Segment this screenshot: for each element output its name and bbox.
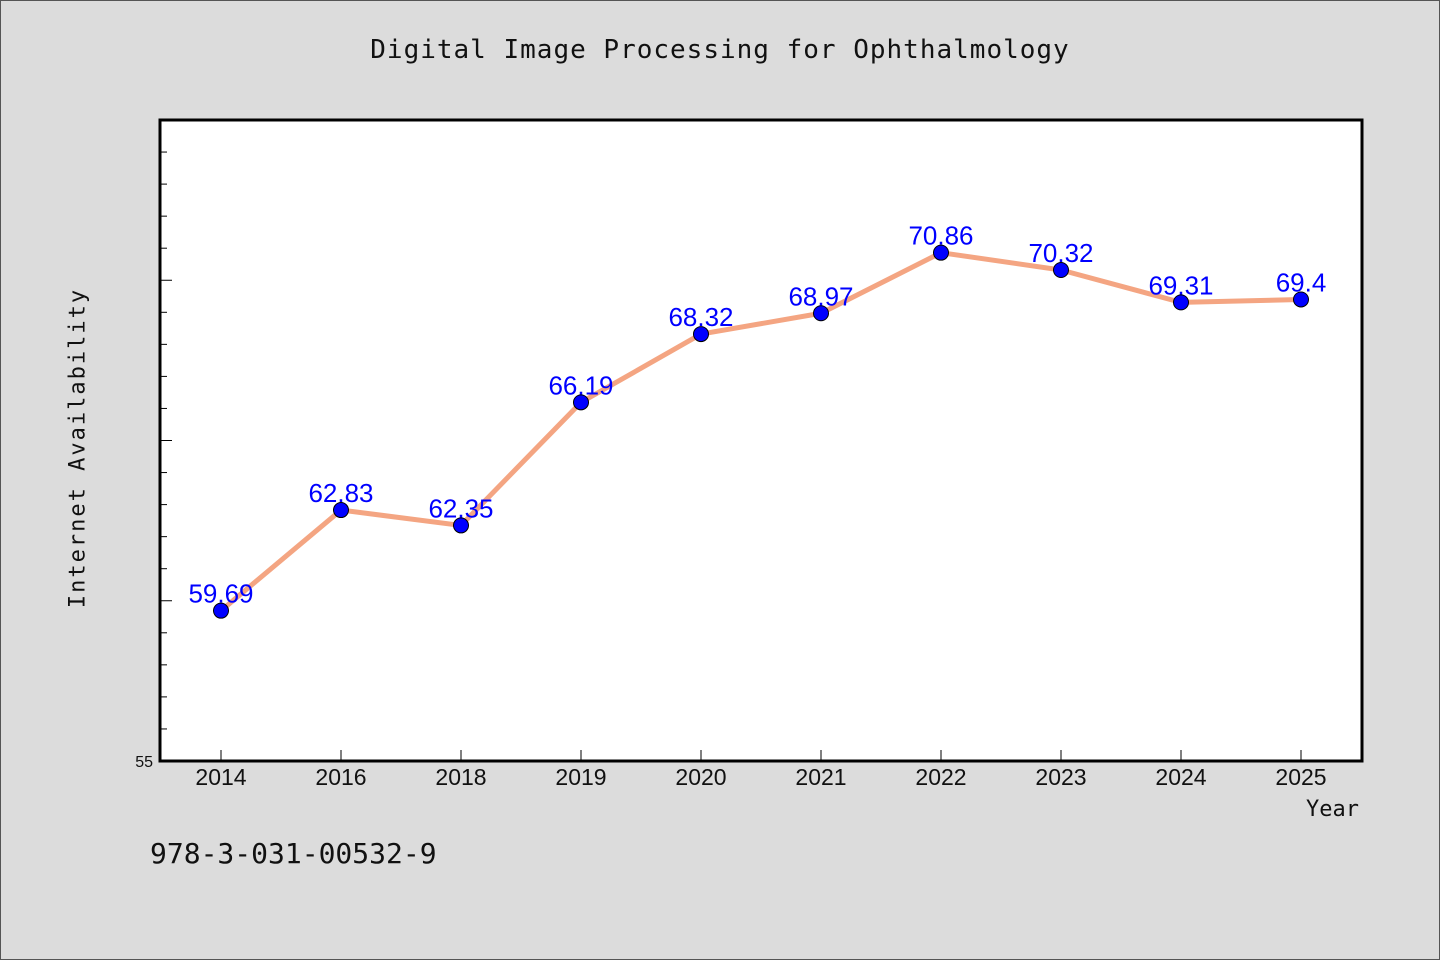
x-axis-ticks: 2014 2016 2018 2019 2020 2021 2022 2023 2024 2025: [195, 750, 1327, 790]
x-tick-label: 2024: [1155, 764, 1206, 790]
data-label: 62.35: [428, 493, 493, 523]
x-tick-label: 2025: [1275, 764, 1326, 790]
data-label: 70.32: [1028, 238, 1093, 268]
x-tick-label: 2019: [555, 764, 606, 790]
data-label: 62.83: [308, 478, 373, 508]
data-point: [693, 326, 709, 343]
data-label: 69.4: [1276, 267, 1327, 297]
data-point: [1293, 291, 1309, 308]
data-label: 69.31: [1148, 270, 1213, 300]
data-point: [1173, 294, 1189, 311]
data-label-layer: 59.69 62.83 62.35 66.19 68.32 68.97 70.86 70.32…: [188, 221, 1326, 609]
x-axis-label: Year: [1306, 797, 1359, 822]
x-tick-label: 2018: [435, 764, 486, 790]
data-point: [573, 394, 589, 411]
data-label: 59.69: [188, 579, 253, 609]
data-label: 66.19: [548, 370, 613, 400]
data-point: [213, 602, 229, 619]
data-point: [453, 517, 469, 534]
y-axis-ticks: 55: [135, 119, 172, 771]
data-point: [813, 305, 829, 322]
chart-title: Digital Image Processing for Ophthalmolo…: [370, 35, 1070, 65]
y-tick-label: 55: [135, 754, 153, 771]
x-tick-label: 2014: [195, 764, 246, 790]
x-tick-label: 2022: [915, 764, 966, 790]
plot-area: [158, 118, 1364, 763]
x-tick-label: 2020: [675, 764, 726, 790]
series-layer: [213, 244, 1309, 619]
data-point: [333, 502, 349, 519]
data-point: [933, 244, 949, 261]
isbn-footer: 978-3-031-00532-9: [150, 837, 437, 870]
data-label: 70.86: [908, 221, 973, 251]
data-label: 68.32: [668, 302, 733, 332]
x-tick-label: 2023: [1035, 764, 1086, 790]
x-tick-label: 2021: [795, 764, 846, 790]
series-line: [218, 250, 1304, 614]
data-label: 68.97: [788, 281, 853, 311]
x-tick-label: 2016: [315, 764, 366, 790]
data-point: [1053, 261, 1069, 278]
